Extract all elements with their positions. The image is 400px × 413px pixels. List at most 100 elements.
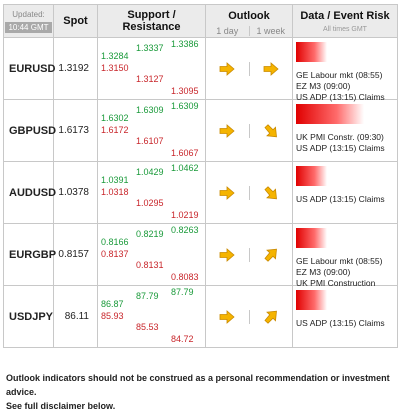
pair-cell: EURUSD bbox=[3, 37, 55, 100]
arrow-down-right-icon bbox=[263, 185, 279, 200]
arrow-up-right-icon bbox=[263, 310, 279, 324]
event-item: US ADP (13:15) Claims bbox=[296, 318, 385, 328]
event-risk-bar bbox=[296, 228, 327, 248]
pair-cell: GBPUSD bbox=[3, 99, 56, 162]
resistance-2: 1.3337 bbox=[136, 43, 164, 53]
outlook-day bbox=[206, 247, 250, 262]
support-2: 0.8131 bbox=[136, 260, 164, 270]
resistance-1: 86.87 bbox=[101, 299, 124, 309]
spot-header: Spot bbox=[53, 4, 98, 38]
spot-cell: 1.6173 bbox=[53, 99, 98, 162]
table-row: USDJPY 86.11 86.87 85.93 87.79 85.53 87.… bbox=[3, 285, 398, 348]
all-times-gmt-label: All times GMT bbox=[323, 26, 367, 33]
spot-cell: 0.8157 bbox=[53, 223, 98, 286]
support-3: 1.3095 bbox=[171, 86, 199, 96]
support-3: 1.0219 bbox=[171, 210, 199, 220]
support-resistance-cell: 1.0391 1.0318 1.0429 1.0295 1.0462 1.021… bbox=[97, 161, 206, 224]
table-header-row: Updated: 10:44 GMT Spot Support / Resist… bbox=[3, 4, 398, 38]
support-1: 1.6172 bbox=[101, 125, 129, 135]
pair-cell: AUDUSD bbox=[3, 161, 56, 224]
support-resistance-cell: 1.3284 1.3150 1.3337 1.3127 1.3386 1.309… bbox=[97, 37, 206, 100]
outlook-week bbox=[250, 310, 293, 324]
outlook-title: Outlook bbox=[228, 9, 270, 22]
outlook-day bbox=[206, 123, 250, 138]
support-1: 1.0318 bbox=[101, 187, 129, 197]
arrow-right-icon bbox=[219, 185, 235, 200]
outlook-cell bbox=[205, 285, 293, 348]
event-risk-bar bbox=[296, 290, 327, 310]
outlook-day bbox=[206, 309, 250, 324]
event-item: EZ M3 (09:00) bbox=[296, 267, 351, 277]
event-risk-bar bbox=[296, 166, 327, 186]
outlook-week bbox=[250, 123, 293, 138]
outlook-week bbox=[250, 185, 293, 200]
outlook-week bbox=[250, 61, 293, 76]
disclaimer-note: Outlook indicators should not be constru… bbox=[6, 371, 400, 413]
arrow-right-icon bbox=[219, 247, 235, 262]
outlook-cell bbox=[205, 161, 293, 224]
updated-header: Updated: 10:44 GMT bbox=[3, 4, 54, 38]
support-resistance-cell: 0.8166 0.8137 0.8219 0.8131 0.8263 0.808… bbox=[97, 223, 206, 286]
event-risk-cell: US ADP (13:15) Claims bbox=[292, 285, 398, 348]
support-2: 1.0295 bbox=[136, 198, 164, 208]
arrow-right-icon bbox=[219, 309, 235, 324]
support-2: 1.3127 bbox=[136, 74, 164, 84]
disclaimer-line-1: Outlook indicators should not be constru… bbox=[6, 373, 390, 397]
event-item: US ADP (13:15) Claims bbox=[296, 143, 385, 153]
outlook-day bbox=[206, 61, 250, 76]
disclaimer-line-2: See full disclaimer below. bbox=[6, 401, 116, 411]
resistance-3: 1.3386 bbox=[171, 39, 199, 49]
table-row: EURGBP 0.8157 0.8166 0.8137 0.8219 0.813… bbox=[3, 223, 398, 288]
support-resistance-header: Support / Resistance bbox=[97, 4, 206, 38]
outlook-cell bbox=[205, 37, 293, 100]
updated-label: Updated: bbox=[12, 10, 45, 19]
outlook-header: Outlook 1 day 1 week bbox=[205, 4, 293, 38]
resistance-2: 1.6309 bbox=[136, 105, 164, 115]
outlook-cell bbox=[205, 223, 293, 286]
resistance-3: 1.6309 bbox=[171, 101, 199, 111]
event-item: UK PMI Constr. (09:30) bbox=[296, 132, 384, 142]
support-3: 84.72 bbox=[171, 334, 194, 344]
data-event-risk-header: Data / Event Risk All times GMT bbox=[292, 4, 398, 38]
support-3: 0.8083 bbox=[171, 272, 199, 282]
resistance-3: 1.0462 bbox=[171, 163, 199, 173]
outlook-day-label: 1 day bbox=[206, 25, 250, 36]
outlook-week bbox=[250, 248, 293, 262]
resistance-2: 0.8219 bbox=[136, 229, 164, 239]
arrow-right-icon bbox=[219, 123, 235, 138]
table-row: AUDUSD 1.0378 1.0391 1.0318 1.0429 1.029… bbox=[3, 161, 398, 224]
support-3: 1.6067 bbox=[171, 148, 199, 158]
event-risk-cell: GE Labour mkt (08:55) EZ M3 (09:00) US ADP… bbox=[292, 37, 398, 102]
spot-cell: 86.11 bbox=[53, 285, 98, 348]
support-resistance-cell: 1.6302 1.6172 1.6309 1.6107 1.6309 1.606… bbox=[97, 99, 206, 162]
arrow-right-icon bbox=[219, 61, 235, 76]
support-1: 85.93 bbox=[101, 311, 124, 321]
event-item: GE Labour mkt (08:55) bbox=[296, 70, 383, 80]
table-row: GBPUSD 1.6173 1.6302 1.6172 1.6309 1.610… bbox=[3, 99, 398, 162]
resistance-1: 1.6302 bbox=[101, 113, 129, 123]
outlook-cell bbox=[205, 99, 293, 162]
arrow-up-right-icon bbox=[263, 248, 279, 262]
support-1: 0.8137 bbox=[101, 249, 129, 259]
resistance-1: 1.0391 bbox=[101, 175, 129, 185]
support-resistance-cell: 86.87 85.93 87.79 85.53 87.79 84.72 bbox=[97, 285, 206, 348]
arrow-down-right-icon bbox=[263, 123, 279, 138]
event-item: US ADP (13:15) Claims bbox=[296, 194, 385, 204]
data-event-risk-title: Data / Event Risk bbox=[300, 10, 390, 22]
resistance-1: 0.8166 bbox=[101, 237, 129, 247]
event-item: EZ M3 (09:00) bbox=[296, 81, 351, 91]
spot-cell: 1.3192 bbox=[53, 37, 98, 100]
resistance-3: 87.79 bbox=[171, 287, 194, 297]
event-risk-cell: GE Labour mkt (08:55) EZ M3 (09:00) UK PMI… bbox=[292, 223, 398, 288]
pair-cell: USDJPY bbox=[3, 285, 54, 348]
resistance-1: 1.3284 bbox=[101, 51, 129, 61]
table-row: EURUSD 1.3192 1.3284 1.3150 1.3337 1.312… bbox=[3, 37, 398, 102]
event-item: GE Labour mkt (08:55) bbox=[296, 256, 383, 266]
support-1: 1.3150 bbox=[101, 63, 129, 73]
support-2: 1.6107 bbox=[136, 136, 164, 146]
resistance-2: 87.79 bbox=[136, 291, 159, 301]
resistance-3: 0.8263 bbox=[171, 225, 199, 235]
event-risk-bar bbox=[296, 42, 327, 62]
arrow-right-icon bbox=[263, 61, 279, 76]
spot-cell: 1.0378 bbox=[53, 161, 98, 224]
